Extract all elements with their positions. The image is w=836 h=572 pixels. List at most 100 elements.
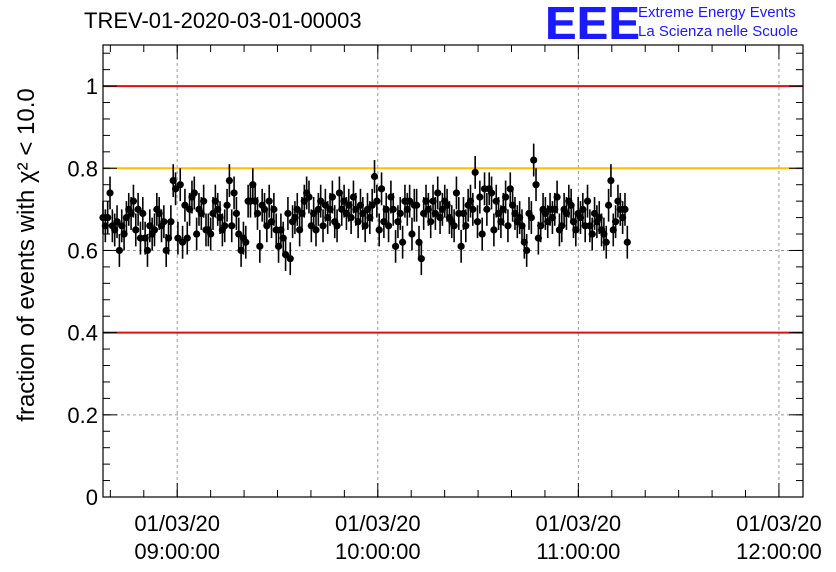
data-point bbox=[583, 197, 592, 205]
data-point bbox=[347, 213, 355, 222]
data-point bbox=[200, 197, 208, 205]
data-point bbox=[328, 193, 336, 201]
data-point bbox=[284, 209, 292, 218]
data-point bbox=[490, 226, 498, 234]
data-point bbox=[312, 226, 320, 234]
y-tick-label: 0 bbox=[86, 485, 98, 510]
data-point bbox=[452, 189, 461, 197]
data-point bbox=[604, 201, 613, 209]
data-point bbox=[504, 222, 512, 230]
data-point bbox=[527, 213, 535, 222]
data-point bbox=[181, 201, 189, 209]
data-point bbox=[413, 201, 421, 209]
data-point bbox=[530, 156, 538, 164]
data-point bbox=[139, 209, 147, 218]
data-point bbox=[471, 168, 479, 176]
data-point bbox=[406, 197, 414, 205]
data-point bbox=[190, 189, 198, 197]
data-point bbox=[293, 205, 301, 213]
x-tick-label-date: 01/03/20 bbox=[536, 511, 622, 536]
data-point bbox=[207, 230, 215, 238]
data-point bbox=[263, 222, 271, 230]
data-point bbox=[129, 197, 138, 205]
data-point bbox=[487, 189, 496, 197]
data-point bbox=[115, 246, 123, 255]
y-tick-label: 0.2 bbox=[67, 403, 98, 428]
x-tick-label-time: 11:00:00 bbox=[536, 539, 620, 564]
data-point bbox=[333, 222, 341, 230]
y-tick-label: 1 bbox=[86, 74, 98, 99]
data-point bbox=[113, 218, 121, 226]
data-point bbox=[377, 185, 386, 193]
data-point bbox=[532, 181, 540, 189]
data-point bbox=[469, 205, 477, 213]
page-title: TREV-01-2020-03-01-00003 bbox=[84, 8, 362, 33]
grid-layer bbox=[103, 45, 803, 497]
data-point bbox=[483, 205, 491, 213]
axes: 0 0.2 0.4 0.6 0.8 1 01/03/20 09:00:00 01/03/20 10… bbox=[67, 45, 822, 564]
data-point bbox=[391, 242, 400, 250]
data-point bbox=[178, 238, 187, 246]
data-point bbox=[473, 218, 482, 226]
data-point bbox=[256, 242, 264, 250]
data-point bbox=[375, 226, 383, 234]
data-point bbox=[501, 193, 510, 201]
data-point bbox=[588, 230, 596, 238]
data-point bbox=[399, 238, 407, 246]
data-point bbox=[132, 226, 140, 234]
data-point bbox=[476, 193, 484, 201]
data-point bbox=[183, 234, 191, 242]
data-points bbox=[99, 143, 631, 276]
data-point bbox=[389, 205, 397, 213]
data-point bbox=[396, 209, 404, 218]
data-point bbox=[225, 177, 233, 185]
data-point bbox=[270, 205, 278, 213]
data-point bbox=[602, 238, 610, 246]
data-point bbox=[223, 201, 231, 209]
data-point bbox=[427, 218, 435, 226]
data-point bbox=[623, 238, 631, 246]
data-point bbox=[319, 222, 327, 230]
data-point bbox=[281, 250, 290, 259]
logo-caption-line2: La Scienza nelle Scuole bbox=[638, 23, 799, 40]
data-point bbox=[457, 242, 465, 250]
data-point bbox=[450, 222, 458, 230]
data-point bbox=[176, 181, 184, 189]
data-point bbox=[370, 172, 379, 181]
y-axis-label: fraction of events with χ² < 10.0 bbox=[13, 88, 40, 421]
data-point bbox=[607, 177, 615, 185]
data-point bbox=[143, 246, 152, 255]
data-point bbox=[612, 218, 620, 226]
data-point bbox=[523, 246, 531, 255]
data-point bbox=[384, 222, 393, 230]
data-point bbox=[230, 189, 238, 197]
y-tick-label: 0.8 bbox=[67, 156, 98, 181]
data-point bbox=[373, 197, 381, 205]
reference-lines bbox=[103, 85, 803, 334]
data-point bbox=[160, 218, 168, 226]
data-point bbox=[621, 205, 629, 213]
plot-frame bbox=[102, 44, 804, 498]
data-point bbox=[221, 222, 229, 230]
data-point bbox=[171, 185, 180, 193]
x-tick-label-date: 01/03/20 bbox=[335, 511, 421, 536]
data-point bbox=[150, 226, 159, 234]
data-point bbox=[408, 230, 416, 238]
y-tick-label: 0.4 bbox=[67, 321, 98, 346]
x-tick-label-time: 12:00:00 bbox=[736, 539, 822, 564]
data-point bbox=[167, 218, 175, 226]
data-point bbox=[134, 205, 142, 213]
data-point bbox=[317, 197, 325, 205]
data-point bbox=[232, 209, 241, 218]
y-tick-label: 0.6 bbox=[67, 238, 98, 263]
logo-caption: Extreme Energy Events La Scienza nelle S… bbox=[638, 3, 798, 41]
data-point bbox=[193, 230, 201, 238]
data-point bbox=[431, 209, 439, 218]
x-tick-label-time: 10:00:00 bbox=[335, 539, 421, 564]
x-tick-label-date: 01/03/20 bbox=[134, 511, 220, 536]
data-point bbox=[417, 255, 425, 263]
data-point bbox=[553, 193, 561, 201]
data-point bbox=[174, 234, 182, 242]
eee-logo: EEE bbox=[545, 0, 641, 49]
